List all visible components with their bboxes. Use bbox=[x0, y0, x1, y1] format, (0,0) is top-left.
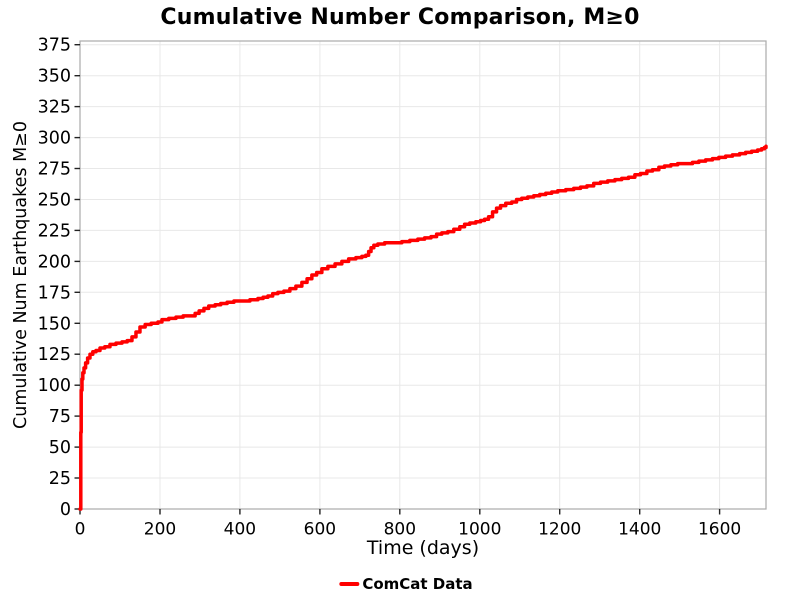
svg-text:300: 300 bbox=[38, 129, 71, 149]
svg-text:1000: 1000 bbox=[458, 520, 501, 540]
svg-text:1600: 1600 bbox=[698, 520, 741, 540]
svg-text:0: 0 bbox=[60, 500, 71, 520]
svg-text:75: 75 bbox=[49, 407, 71, 427]
svg-text:350: 350 bbox=[38, 67, 71, 87]
svg-text:275: 275 bbox=[38, 160, 71, 180]
tick-marks bbox=[74, 44, 721, 515]
grid-lines bbox=[79, 41, 766, 510]
svg-text:1400: 1400 bbox=[618, 520, 661, 540]
svg-text:25: 25 bbox=[49, 469, 71, 489]
svg-text:50: 50 bbox=[49, 438, 71, 458]
svg-text:250: 250 bbox=[38, 191, 71, 211]
svg-text:600: 600 bbox=[304, 520, 336, 540]
svg-text:375: 375 bbox=[38, 36, 71, 56]
svg-text:175: 175 bbox=[38, 283, 71, 303]
chart-title: Cumulative Number Comparison, M≥0 bbox=[160, 5, 640, 30]
legend-line-swatch-icon bbox=[339, 582, 360, 586]
svg-text:225: 225 bbox=[38, 221, 71, 241]
svg-text:800: 800 bbox=[384, 520, 416, 540]
y-tick-labels: 0 25 50 75 100 125 150 175 200 225 250 275 300 325 350… bbox=[38, 36, 71, 520]
svg-text:0: 0 bbox=[75, 520, 86, 540]
data-line-comcat-data bbox=[78, 144, 768, 511]
legend-label: ComCat Data bbox=[362, 575, 473, 593]
svg-text:100: 100 bbox=[38, 376, 71, 396]
svg-text:150: 150 bbox=[38, 314, 71, 334]
x-axis-label: Time (days) bbox=[366, 537, 480, 559]
svg-text:325: 325 bbox=[38, 98, 71, 118]
svg-text:200: 200 bbox=[38, 252, 71, 272]
svg-text:200: 200 bbox=[144, 520, 176, 540]
svg-text:1200: 1200 bbox=[538, 520, 581, 540]
legend: ComCat Data bbox=[339, 575, 473, 593]
svg-text:125: 125 bbox=[38, 345, 71, 365]
axis-spines bbox=[79, 40, 767, 510]
x-tick-labels: 0 200 400 600 800 1000 1200 1400 1600 bbox=[75, 520, 742, 540]
svg-text:400: 400 bbox=[224, 520, 256, 540]
